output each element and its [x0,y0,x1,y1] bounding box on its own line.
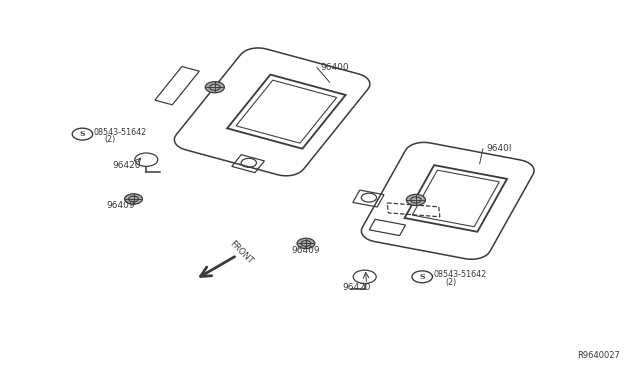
Circle shape [406,194,426,205]
Text: 08543-51642: 08543-51642 [434,270,487,279]
Circle shape [205,82,225,93]
Text: 9640l: 9640l [486,144,511,153]
Circle shape [297,238,315,248]
Text: 08543-51642: 08543-51642 [93,128,147,137]
Text: 96409: 96409 [291,246,320,255]
Text: 96400: 96400 [320,63,349,72]
Text: (2): (2) [105,135,116,144]
Text: (2): (2) [445,278,456,287]
Text: 96409: 96409 [106,201,134,210]
Circle shape [125,194,143,204]
Text: R9640027: R9640027 [577,351,620,360]
Text: FRONT: FRONT [227,239,254,266]
Text: 96420: 96420 [342,283,371,292]
Text: S: S [80,130,85,138]
Text: 96420: 96420 [113,161,141,170]
Text: S: S [419,273,425,281]
